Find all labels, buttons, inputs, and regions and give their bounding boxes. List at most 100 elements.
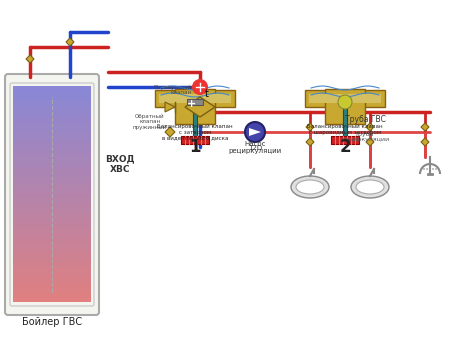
Bar <box>13 86 91 91</box>
Bar <box>13 276 91 280</box>
Text: t: t <box>205 89 209 99</box>
Bar <box>13 165 91 169</box>
Bar <box>13 240 91 245</box>
Bar <box>13 100 91 105</box>
Bar <box>13 126 91 130</box>
Circle shape <box>426 168 428 170</box>
Bar <box>13 190 91 195</box>
Bar <box>13 172 91 176</box>
Bar <box>13 226 91 230</box>
Ellipse shape <box>351 176 389 198</box>
Bar <box>13 133 91 137</box>
Bar <box>13 215 91 220</box>
Circle shape <box>423 168 425 170</box>
Polygon shape <box>366 123 374 131</box>
Text: 2: 2 <box>339 138 351 156</box>
Bar <box>13 294 91 299</box>
Text: Насос
рециркуляции: Насос рециркуляции <box>228 141 282 154</box>
Bar <box>13 197 91 202</box>
Bar <box>13 298 91 302</box>
Bar <box>13 287 91 291</box>
Bar <box>13 150 91 155</box>
Text: +: + <box>187 99 197 109</box>
Polygon shape <box>185 97 215 117</box>
Bar <box>13 233 91 237</box>
Circle shape <box>192 79 208 95</box>
Text: Балансировочный клапан
с шаровидным затвором: Балансировочный клапан с шаровидным затв… <box>307 124 383 135</box>
Bar <box>331 136 359 144</box>
Bar <box>13 111 91 116</box>
Bar <box>305 90 385 107</box>
Bar <box>13 93 91 98</box>
Bar <box>13 107 91 112</box>
Bar <box>175 89 215 124</box>
Ellipse shape <box>356 180 384 194</box>
Bar <box>13 265 91 270</box>
Bar <box>13 204 91 209</box>
Bar <box>13 247 91 252</box>
Bar <box>13 290 91 295</box>
Bar <box>13 179 91 184</box>
Bar <box>343 107 347 139</box>
Bar <box>13 175 91 180</box>
Polygon shape <box>26 55 34 63</box>
Bar <box>13 229 91 234</box>
Text: Обратный
клапан
пружинный: Обратный клапан пружинный <box>133 114 167 130</box>
Bar <box>13 201 91 205</box>
Text: Труба
рециркуляции: Труба рециркуляции <box>341 132 389 142</box>
Bar <box>13 97 91 101</box>
Text: 1: 1 <box>189 138 201 156</box>
Text: Бойлер ГВС: Бойлер ГВС <box>22 317 82 327</box>
Bar <box>13 251 91 255</box>
Circle shape <box>338 95 352 109</box>
Text: Труба ГВС: Труба ГВС <box>345 116 385 124</box>
Polygon shape <box>306 138 314 146</box>
Polygon shape <box>165 102 175 112</box>
Circle shape <box>435 168 437 170</box>
Bar <box>13 186 91 191</box>
Bar <box>325 89 365 124</box>
Circle shape <box>429 168 431 170</box>
Bar <box>13 244 91 248</box>
Bar <box>13 279 91 284</box>
FancyBboxPatch shape <box>5 74 99 315</box>
Bar <box>13 237 91 241</box>
Polygon shape <box>366 138 374 146</box>
Bar <box>13 115 91 119</box>
Circle shape <box>245 122 265 142</box>
Ellipse shape <box>296 180 324 194</box>
Bar <box>13 104 91 108</box>
Bar <box>13 262 91 266</box>
Text: 12D: 12D <box>248 145 262 151</box>
Bar <box>13 269 91 273</box>
Bar <box>13 168 91 173</box>
Bar <box>13 90 91 94</box>
Bar <box>13 140 91 144</box>
Bar <box>159 94 231 103</box>
Bar <box>13 136 91 141</box>
Bar <box>13 161 91 166</box>
Bar <box>13 254 91 259</box>
Bar <box>13 118 91 123</box>
Bar <box>13 222 91 227</box>
Bar <box>13 129 91 134</box>
Polygon shape <box>66 38 74 46</box>
Ellipse shape <box>291 176 329 198</box>
Bar <box>13 208 91 212</box>
Bar <box>13 272 91 277</box>
Bar <box>309 94 381 103</box>
Bar <box>155 90 235 107</box>
Bar <box>181 136 209 144</box>
Circle shape <box>432 168 434 170</box>
Text: ВХОД
ХВС: ВХОД ХВС <box>105 154 135 174</box>
Text: Перепускной
клапан: Перепускной клапан <box>154 84 192 95</box>
Bar <box>13 219 91 223</box>
Bar <box>13 183 91 187</box>
Bar <box>13 211 91 216</box>
Bar <box>13 194 91 198</box>
Text: Балансировочный клапан
с затвором
в виде плоского диска: Балансировочный клапан с затвором в виде… <box>157 124 233 141</box>
Bar <box>13 283 91 288</box>
Bar <box>13 154 91 159</box>
Bar <box>13 158 91 162</box>
Polygon shape <box>421 123 429 131</box>
